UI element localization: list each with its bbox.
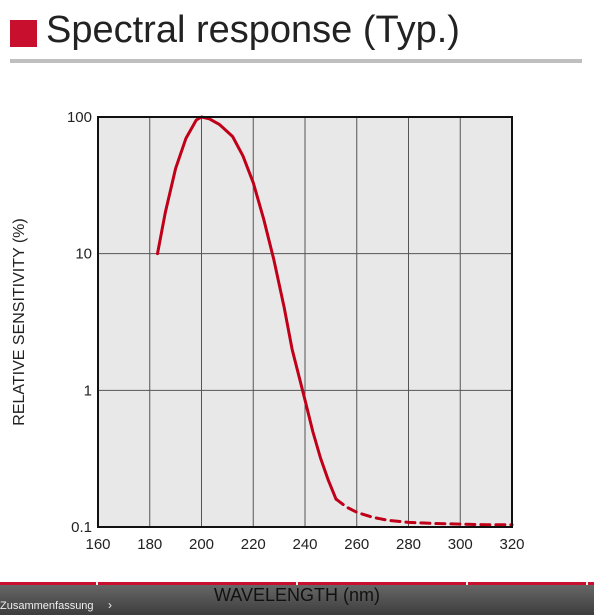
x-tick-label: 200 [189,536,214,553]
series-line-dashed [334,497,514,527]
spectral-response-chart: 160 180 200 220 240 260 280 300 320 0.1 1 10 100 RELA… [11,109,525,553]
x-axis-label: WAVELENGTH (nm) [213,585,380,605]
chapter-label[interactable]: Zusammenfassung [0,600,94,612]
series-line-solid [156,115,338,501]
chevron-right-icon[interactable]: › [108,598,112,612]
y-axis-label: RELATIVE SENSITIVITY (%) [11,218,28,425]
chapter-marker [586,582,588,585]
x-tick-label: 180 [137,536,162,553]
title-divider [10,59,582,63]
page-title: Spectral response (Typ.) [46,9,460,51]
x-tick-label: 260 [344,536,369,553]
x-tick-label: 220 [241,536,266,553]
y-tick-label: 1 [84,382,92,399]
y-tick-label: 0.1 [71,519,92,536]
chapter-marker [466,582,468,585]
y-tick-label: 100 [67,109,92,126]
plot-frame [97,116,513,528]
title-square-icon [10,20,37,47]
x-tick-label: 300 [448,536,473,553]
chapter-marker [296,582,298,585]
x-tick-label: 280 [396,536,421,553]
x-tick-label: 160 [85,536,110,553]
chapter-marker [96,582,98,585]
x-tick-label: 240 [292,536,317,553]
title-bar: Spectral response (Typ.) [10,6,584,64]
video-player-bar[interactable]: Zusammenfassung › [0,582,594,615]
y-tick-label: 10 [75,246,92,263]
x-tick-label: 320 [499,536,524,553]
